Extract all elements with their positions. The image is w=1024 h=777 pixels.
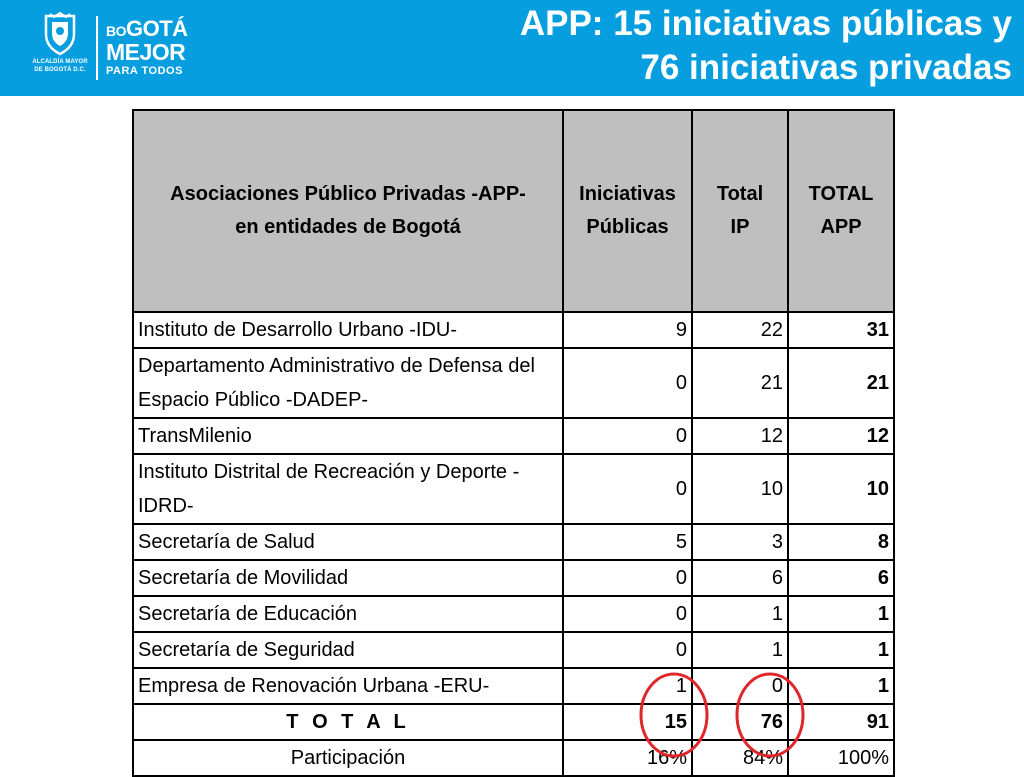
participation-row: Participación 16% 84% 100% [132,739,895,777]
cell-total: 21 [787,347,895,419]
total-ip: 76 [691,703,789,741]
cell-publicas: 0 [562,595,693,633]
cell-publicas: 0 [562,631,693,669]
cell-total: 10 [787,453,895,525]
cell-entity: Secretaría de Movilidad [132,559,564,597]
cell-entity: Secretaría de Salud [132,523,564,561]
cell-ip: 1 [691,631,789,669]
participation-total: 100% [787,739,895,777]
cell-entity: Departamento Administrativo de Defensa d… [132,347,564,419]
cell-ip: 12 [691,417,789,455]
header-publicas: Iniciativas Públicas [562,109,693,313]
cell-entity: Instituto Distrital de Recreación y Depo… [132,453,564,525]
table-row: Secretaría de Educación 0 1 1 [132,595,895,633]
total-label: T O T A L [132,703,564,741]
participation-publicas: 16% [562,739,693,777]
app-table: Asociaciones Público Privadas -APP- en e… [132,109,895,777]
cell-entity: Secretaría de Educación [132,595,564,633]
table-row: Secretaría de Salud 5 3 8 [132,523,895,561]
cell-publicas: 0 [562,453,693,525]
header-banner: ALCALDÍA MAYOR DE BOGOTÁ D.C. BOGOTÁ MEJ… [0,0,1024,96]
cell-publicas: 0 [562,417,693,455]
logo-caption: ALCALDÍA MAYOR DE BOGOTÁ D.C. [32,59,88,73]
cell-ip: 3 [691,523,789,561]
header-entity: Asociaciones Público Privadas -APP- en e… [132,109,564,313]
brand-logo: BOGOTÁ MEJOR PARA TODOS [106,18,188,77]
table-row: Instituto Distrital de Recreación y Depo… [132,453,895,525]
alcaldia-logo: ALCALDÍA MAYOR DE BOGOTÁ D.C. [20,12,100,86]
table-row: Empresa de Renovación Urbana -ERU- 1 0 1 [132,667,895,705]
cell-ip: 21 [691,347,789,419]
logo-divider [96,16,98,80]
coat-of-arms-icon [44,12,76,56]
brand-line-2: MEJOR [106,39,186,65]
cell-ip: 22 [691,311,789,349]
cell-publicas: 5 [562,523,693,561]
table-row: TransMilenio 0 12 12 [132,417,895,455]
cell-ip: 0 [691,667,789,705]
table-header-row: Asociaciones Público Privadas -APP- en e… [132,109,895,313]
table-row: Instituto de Desarrollo Urbano -IDU- 9 2… [132,311,895,349]
cell-total: 1 [787,631,895,669]
table-row: Departamento Administrativo de Defensa d… [132,347,895,419]
cell-total: 6 [787,559,895,597]
cell-entity: Secretaría de Seguridad [132,631,564,669]
cell-ip: 1 [691,595,789,633]
cell-publicas: 9 [562,311,693,349]
cell-total: 31 [787,311,895,349]
participation-ip: 84% [691,739,789,777]
cell-ip: 6 [691,559,789,597]
header-total-ip: Total IP [691,109,789,313]
table-row: Secretaría de Seguridad 0 1 1 [132,631,895,669]
brand-line-1: BOGOTÁ [106,16,188,41]
table-row: Secretaría de Movilidad 0 6 6 [132,559,895,597]
total-app: 91 [787,703,895,741]
cell-total: 1 [787,595,895,633]
header-total-app: TOTAL APP [787,109,895,313]
cell-total: 12 [787,417,895,455]
cell-publicas: 0 [562,347,693,419]
cell-entity: Empresa de Renovación Urbana -ERU- [132,667,564,705]
total-row: T O T A L 15 76 91 [132,703,895,741]
participation-label: Participación [132,739,564,777]
cell-total: 8 [787,523,895,561]
cell-publicas: 0 [562,559,693,597]
cell-publicas: 1 [562,667,693,705]
cell-ip: 10 [691,453,789,525]
cell-entity: TransMilenio [132,417,564,455]
brand-line-3: PARA TODOS [106,65,183,77]
cell-entity: Instituto de Desarrollo Urbano -IDU- [132,311,564,349]
cell-total: 1 [787,667,895,705]
total-publicas: 15 [562,703,693,741]
page-title: APP: 15 iniciativas públicas y 76 inicia… [519,4,1012,87]
